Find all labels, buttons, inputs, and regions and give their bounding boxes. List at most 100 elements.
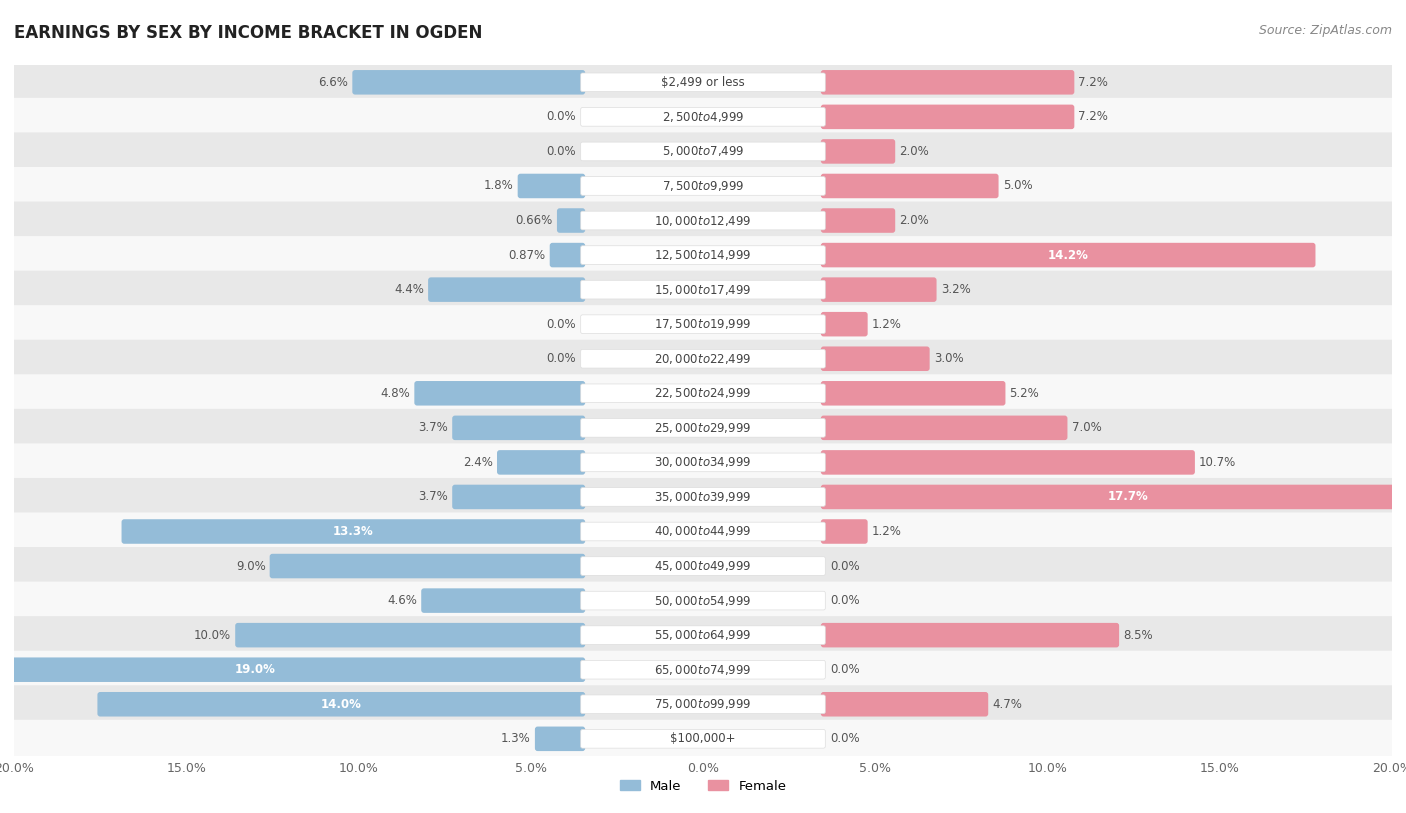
- FancyBboxPatch shape: [422, 589, 585, 613]
- FancyBboxPatch shape: [581, 695, 825, 714]
- FancyBboxPatch shape: [581, 557, 825, 576]
- Text: 0.0%: 0.0%: [831, 594, 860, 607]
- FancyBboxPatch shape: [581, 176, 825, 195]
- FancyBboxPatch shape: [13, 374, 1393, 412]
- FancyBboxPatch shape: [821, 277, 936, 302]
- Text: $7,500 to $9,999: $7,500 to $9,999: [662, 179, 744, 193]
- Text: $12,500 to $14,999: $12,500 to $14,999: [654, 248, 752, 262]
- FancyBboxPatch shape: [0, 658, 585, 682]
- FancyBboxPatch shape: [13, 685, 1393, 724]
- FancyBboxPatch shape: [821, 243, 1316, 267]
- Text: 1.8%: 1.8%: [484, 180, 513, 193]
- FancyBboxPatch shape: [821, 623, 1119, 647]
- Text: EARNINGS BY SEX BY INCOME BRACKET IN OGDEN: EARNINGS BY SEX BY INCOME BRACKET IN OGD…: [14, 24, 482, 42]
- FancyBboxPatch shape: [13, 650, 1393, 689]
- FancyBboxPatch shape: [13, 305, 1393, 343]
- Text: 0.0%: 0.0%: [546, 145, 575, 158]
- Text: 8.5%: 8.5%: [1123, 628, 1153, 641]
- FancyBboxPatch shape: [517, 174, 585, 198]
- Text: 17.7%: 17.7%: [1108, 490, 1149, 503]
- Text: $55,000 to $64,999: $55,000 to $64,999: [654, 628, 752, 642]
- Text: 13.3%: 13.3%: [333, 525, 374, 538]
- FancyBboxPatch shape: [821, 105, 1074, 129]
- Text: 0.0%: 0.0%: [831, 733, 860, 746]
- Text: $25,000 to $29,999: $25,000 to $29,999: [654, 421, 752, 435]
- FancyBboxPatch shape: [13, 202, 1393, 240]
- FancyBboxPatch shape: [13, 409, 1393, 447]
- FancyBboxPatch shape: [821, 70, 1074, 94]
- FancyBboxPatch shape: [13, 340, 1393, 378]
- FancyBboxPatch shape: [415, 381, 585, 406]
- FancyBboxPatch shape: [13, 63, 1393, 102]
- FancyBboxPatch shape: [581, 211, 825, 230]
- FancyBboxPatch shape: [550, 243, 585, 267]
- FancyBboxPatch shape: [821, 381, 1005, 406]
- FancyBboxPatch shape: [427, 277, 585, 302]
- Text: 0.0%: 0.0%: [546, 111, 575, 124]
- FancyBboxPatch shape: [270, 554, 585, 578]
- Text: 0.0%: 0.0%: [831, 663, 860, 676]
- Text: 5.2%: 5.2%: [1010, 387, 1039, 400]
- FancyBboxPatch shape: [453, 485, 585, 509]
- FancyBboxPatch shape: [821, 312, 868, 337]
- Text: $65,000 to $74,999: $65,000 to $74,999: [654, 663, 752, 676]
- Text: 2.0%: 2.0%: [900, 145, 929, 158]
- FancyBboxPatch shape: [581, 522, 825, 541]
- FancyBboxPatch shape: [821, 692, 988, 716]
- Text: 5.0%: 5.0%: [1002, 180, 1032, 193]
- FancyBboxPatch shape: [821, 139, 896, 163]
- FancyBboxPatch shape: [581, 350, 825, 368]
- Text: 4.7%: 4.7%: [993, 698, 1022, 711]
- FancyBboxPatch shape: [821, 520, 868, 544]
- Text: $5,000 to $7,499: $5,000 to $7,499: [662, 145, 744, 159]
- Text: $45,000 to $49,999: $45,000 to $49,999: [654, 559, 752, 573]
- FancyBboxPatch shape: [581, 246, 825, 264]
- FancyBboxPatch shape: [581, 729, 825, 748]
- FancyBboxPatch shape: [13, 581, 1393, 620]
- Text: 2.0%: 2.0%: [900, 214, 929, 227]
- FancyBboxPatch shape: [581, 107, 825, 126]
- FancyBboxPatch shape: [581, 384, 825, 402]
- Text: 0.0%: 0.0%: [831, 559, 860, 572]
- FancyBboxPatch shape: [821, 174, 998, 198]
- Text: 0.0%: 0.0%: [546, 318, 575, 331]
- FancyBboxPatch shape: [13, 443, 1393, 481]
- FancyBboxPatch shape: [557, 208, 585, 233]
- Text: 3.0%: 3.0%: [934, 352, 963, 365]
- Text: $50,000 to $54,999: $50,000 to $54,999: [654, 593, 752, 607]
- FancyBboxPatch shape: [581, 660, 825, 679]
- FancyBboxPatch shape: [13, 271, 1393, 309]
- FancyBboxPatch shape: [13, 236, 1393, 274]
- FancyBboxPatch shape: [821, 485, 1406, 509]
- Text: $40,000 to $44,999: $40,000 to $44,999: [654, 524, 752, 538]
- FancyBboxPatch shape: [821, 450, 1195, 475]
- FancyBboxPatch shape: [235, 623, 585, 647]
- Text: 4.6%: 4.6%: [387, 594, 418, 607]
- Text: $30,000 to $34,999: $30,000 to $34,999: [654, 455, 752, 469]
- FancyBboxPatch shape: [453, 415, 585, 440]
- Text: 7.0%: 7.0%: [1071, 421, 1101, 434]
- FancyBboxPatch shape: [13, 512, 1393, 550]
- Text: $100,000+: $100,000+: [671, 733, 735, 746]
- Text: 6.6%: 6.6%: [318, 76, 349, 89]
- FancyBboxPatch shape: [534, 727, 585, 751]
- Text: 4.8%: 4.8%: [381, 387, 411, 400]
- Text: 7.2%: 7.2%: [1078, 76, 1108, 89]
- FancyBboxPatch shape: [13, 98, 1393, 136]
- Text: 3.7%: 3.7%: [419, 421, 449, 434]
- Text: $15,000 to $17,499: $15,000 to $17,499: [654, 283, 752, 297]
- Text: 14.2%: 14.2%: [1047, 249, 1088, 262]
- Text: 0.0%: 0.0%: [546, 352, 575, 365]
- FancyBboxPatch shape: [581, 280, 825, 299]
- Text: $2,500 to $4,999: $2,500 to $4,999: [662, 110, 744, 124]
- Text: $35,000 to $39,999: $35,000 to $39,999: [654, 490, 752, 504]
- FancyBboxPatch shape: [496, 450, 585, 475]
- Text: $2,499 or less: $2,499 or less: [661, 76, 745, 89]
- Text: 2.4%: 2.4%: [463, 456, 494, 469]
- FancyBboxPatch shape: [581, 315, 825, 333]
- Text: 10.7%: 10.7%: [1199, 456, 1236, 469]
- FancyBboxPatch shape: [121, 520, 585, 544]
- FancyBboxPatch shape: [581, 488, 825, 506]
- Text: 0.87%: 0.87%: [509, 249, 546, 262]
- Text: 7.2%: 7.2%: [1078, 111, 1108, 124]
